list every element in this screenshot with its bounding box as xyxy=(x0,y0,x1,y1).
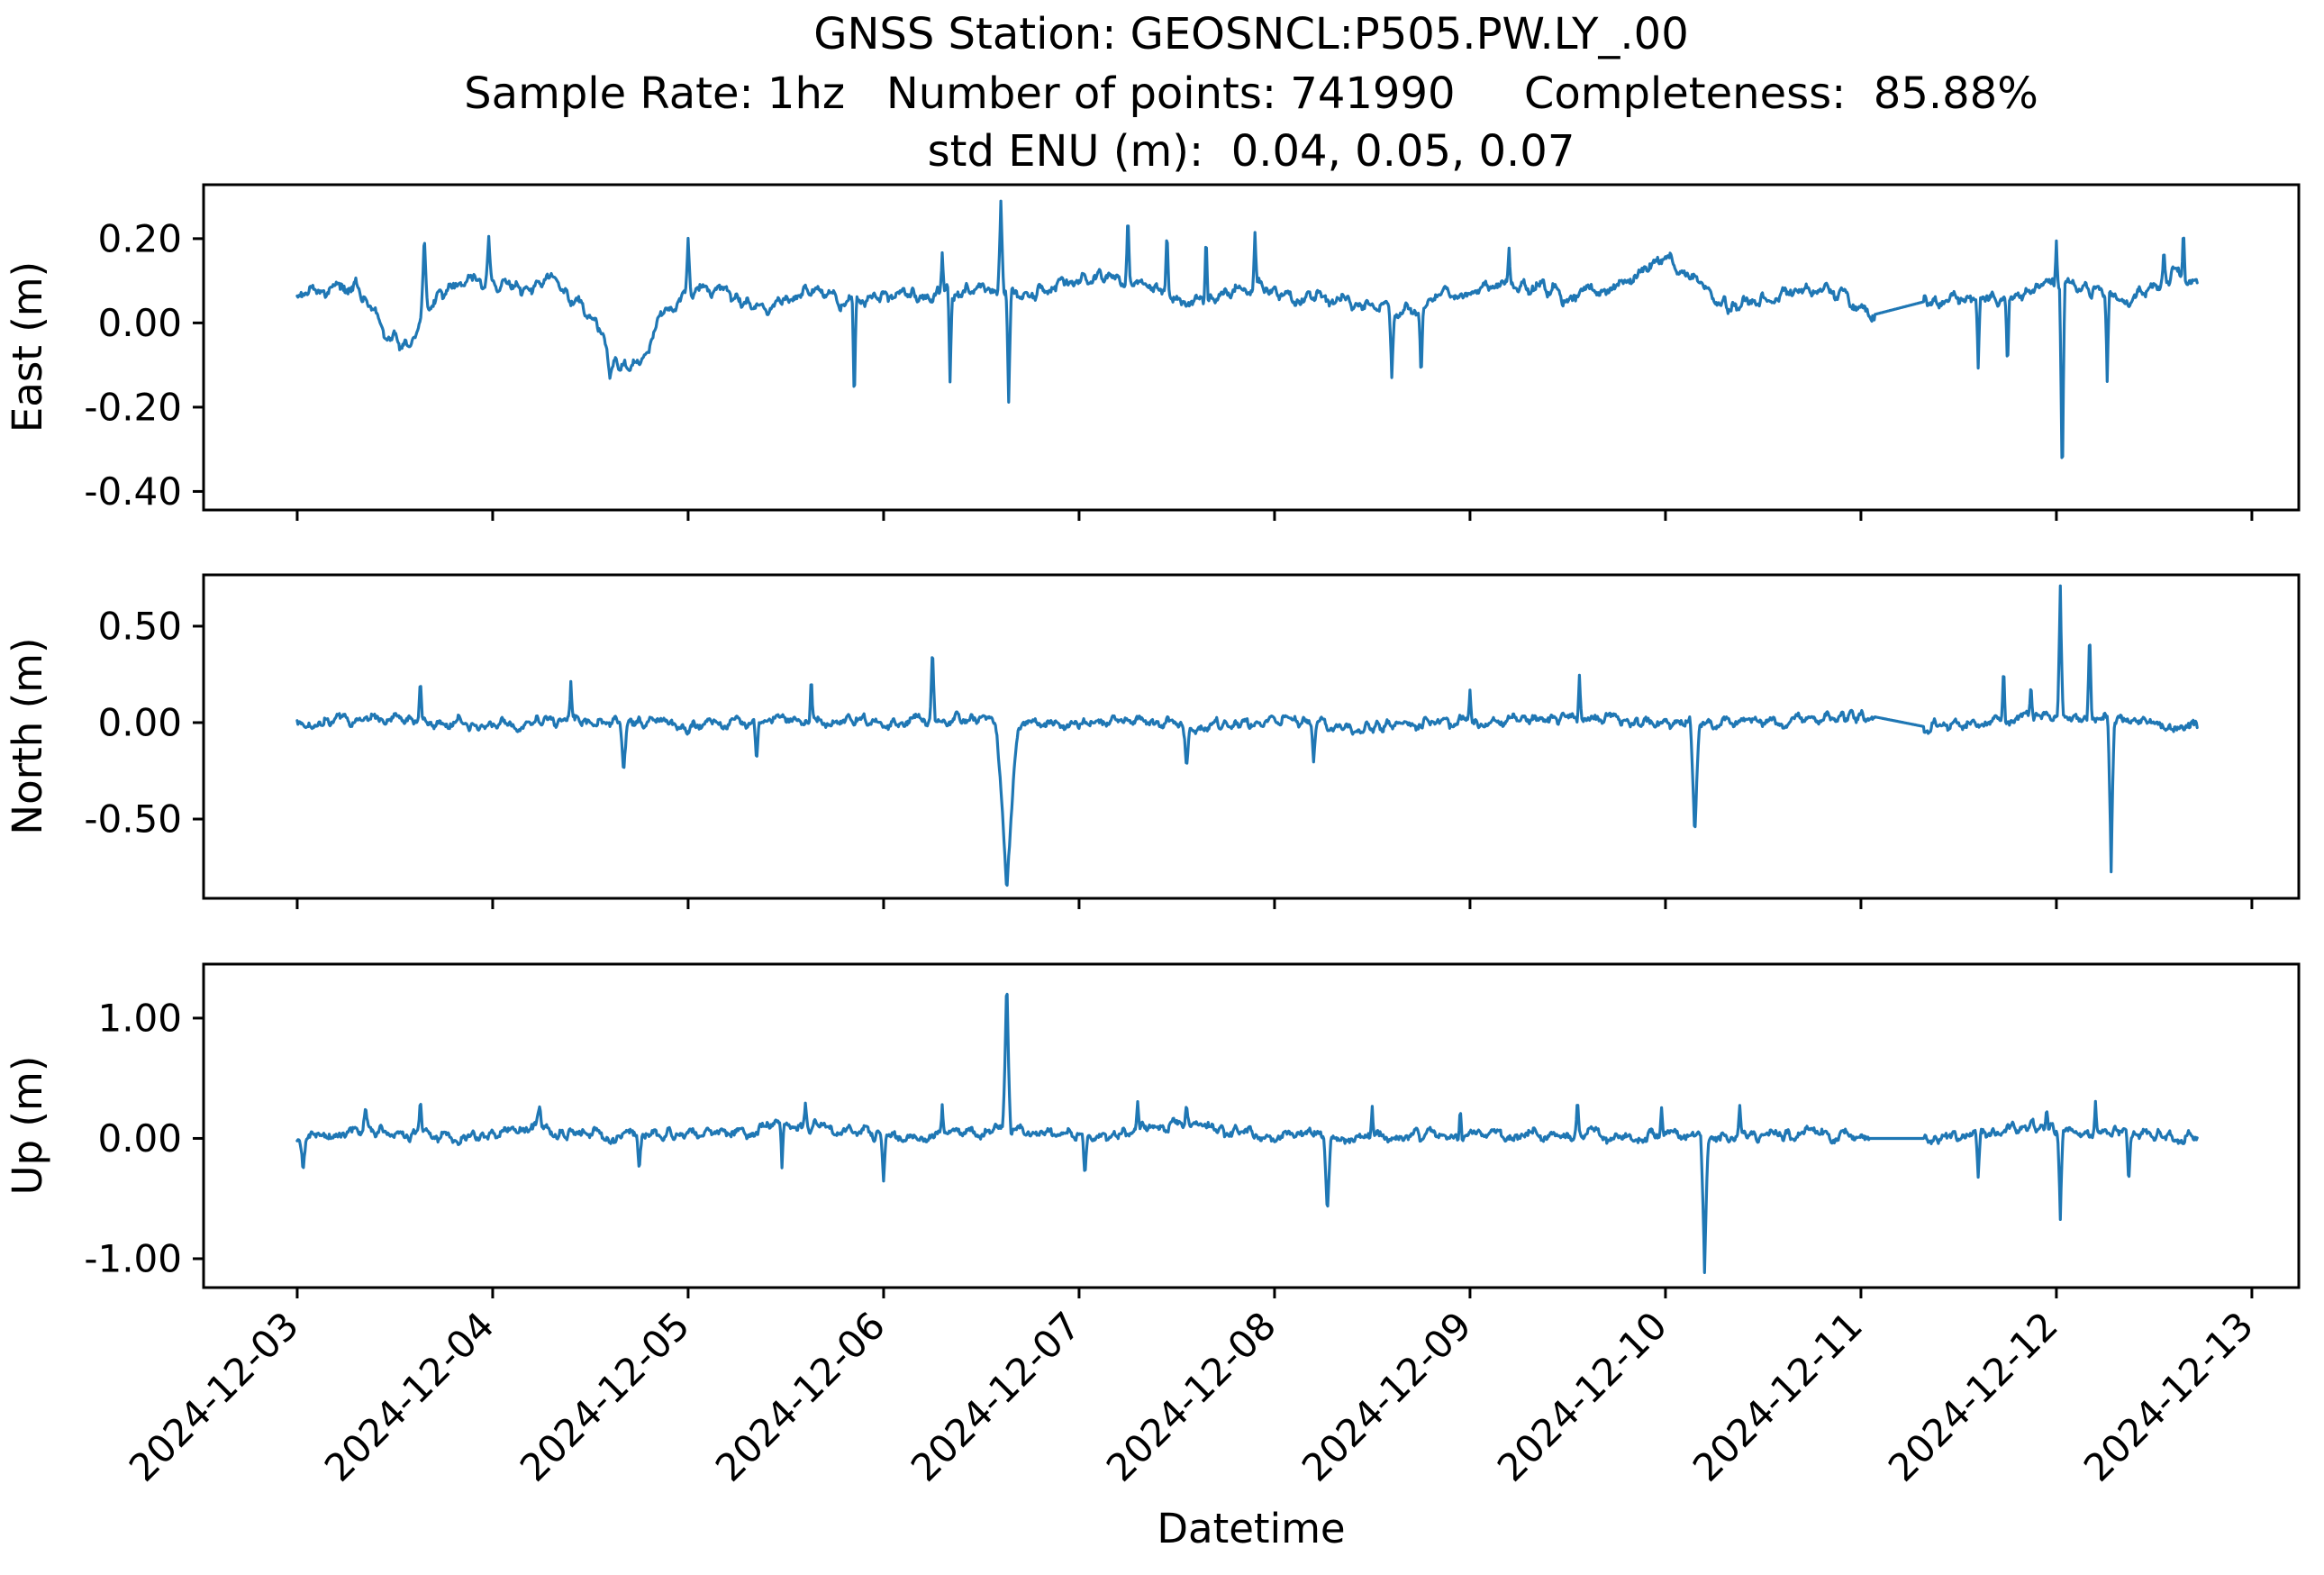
plot-panels: 0.20 0.00 -0.20 -0.40 0.50 0.00 -0.50 1.00 0.00 -… xyxy=(84,183,2301,1490)
x-tick-label: 2024-12-05 xyxy=(512,1303,698,1489)
up-y-tick-label: -1.00 xyxy=(84,1236,182,1280)
north-y-tick-label: -0.50 xyxy=(84,797,182,842)
north-series-line xyxy=(295,584,2199,888)
x-tick-label: 2024-12-07 xyxy=(903,1303,1089,1489)
chart-title-line1: GNSS Station: GEOSNCL:P505.PW.LY_.00 xyxy=(813,9,1689,59)
x-tick-label: 2024-12-09 xyxy=(1294,1303,1480,1489)
north-y-tick-label: 0.50 xyxy=(97,604,182,648)
east-series-line xyxy=(295,199,2199,460)
up-y-tick-label: 0.00 xyxy=(97,1116,182,1161)
up-series-line xyxy=(295,992,2199,1275)
east-y-tick-label: 0.20 xyxy=(97,216,182,260)
x-tick-label: 2024-12-03 xyxy=(121,1303,307,1489)
east-plot-frame xyxy=(202,183,2301,512)
east-y-tick-label: 0.00 xyxy=(97,301,182,345)
up-y-axis-label: Up (m) xyxy=(4,1056,51,1196)
x-tick-label: 2024-12-04 xyxy=(316,1303,503,1489)
north-y-axis-label: North (m) xyxy=(4,637,51,834)
chart-title-line2: Sample Rate: 1hz Number of points: 74199… xyxy=(464,68,2038,119)
north-y-tick-label: 0.00 xyxy=(97,700,182,744)
east-y-axis-label: East (m) xyxy=(4,261,51,432)
x-tick-label: 2024-12-13 xyxy=(2075,1303,2262,1489)
x-axis-label: Datetime xyxy=(1157,1505,1345,1552)
x-tick-label: 2024-12-06 xyxy=(707,1303,894,1489)
east-y-tick-label: -0.20 xyxy=(84,385,182,429)
x-tick-label: 2024-12-10 xyxy=(1489,1303,1675,1489)
north-plot-frame xyxy=(202,573,2301,900)
up-plot-frame xyxy=(202,962,2301,1289)
chart-title-line3: std ENU (m): 0.04, 0.05, 0.07 xyxy=(927,126,1575,177)
x-tick-label: 2024-12-08 xyxy=(1098,1303,1285,1489)
east-y-tick-label: -0.40 xyxy=(84,469,182,514)
x-tick-label: 2024-12-11 xyxy=(1684,1303,1871,1489)
up-y-tick-label: 1.00 xyxy=(97,996,182,1040)
x-tick-label: 2024-12-12 xyxy=(1880,1303,2066,1489)
